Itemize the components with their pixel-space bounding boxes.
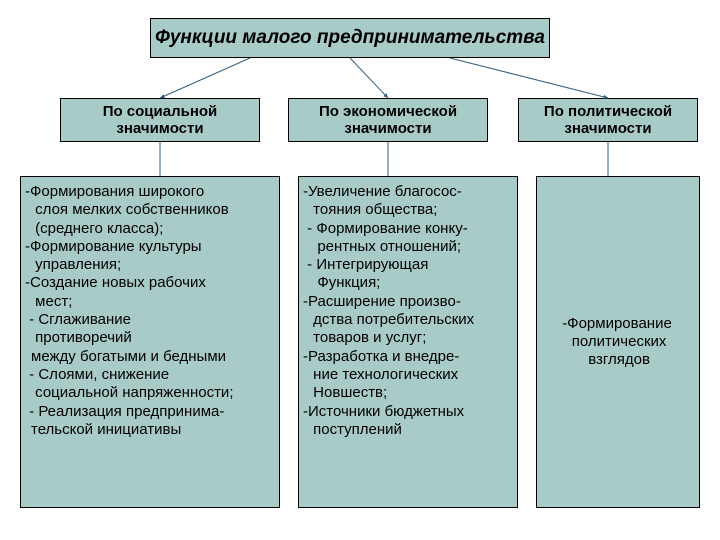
- detail-item: -Формирование политических взглядов: [562, 315, 672, 370]
- detail-item: - Сглаживание противоречий между богатым…: [25, 311, 273, 366]
- category-box-economic: По экономической значимости: [288, 98, 488, 142]
- diagram-title-text: Функции малого предпринимательства: [155, 27, 545, 49]
- category-label-economic: По экономической значимости: [319, 103, 457, 137]
- detail-item: - Реализация предпринима- тельской иници…: [25, 403, 273, 440]
- category-box-political: По политической значимости: [518, 98, 698, 142]
- detail-item: -Формирования широкого слоя мелких собст…: [25, 183, 273, 238]
- detail-item: -Создание новых рабочих мест;: [25, 274, 273, 311]
- detail-item: -Расширение произво- дства потребительск…: [303, 293, 511, 348]
- category-box-social: По социальной значимости: [60, 98, 260, 142]
- detail-list-social: -Формирования широкого слоя мелких собст…: [25, 183, 273, 439]
- detail-box-political: -Формирование политических взглядов: [536, 176, 700, 508]
- category-label-political: По политической значимости: [544, 103, 672, 137]
- detail-item: - Формирование конку- рентных отношений;: [303, 220, 511, 257]
- detail-list-economic: -Увеличение благосос- тояния общества; -…: [303, 183, 511, 439]
- diagram-title-box: Функции малого предпринимательства: [150, 18, 550, 58]
- detail-item: -Увеличение благосос- тояния общества;: [303, 183, 511, 220]
- detail-box-social: -Формирования широкого слоя мелких собст…: [20, 176, 280, 508]
- detail-list-political: -Формирование политических взглядов: [562, 315, 672, 370]
- detail-item: -Разработка и внедре- ние технологически…: [303, 348, 511, 403]
- detail-box-economic: -Увеличение благосос- тояния общества; -…: [298, 176, 518, 508]
- detail-item: - Слоями, снижение социальной напряженно…: [25, 366, 273, 403]
- category-label-social: По социальной значимости: [103, 103, 218, 137]
- detail-item: -Источники бюджетных поступлений: [303, 403, 511, 440]
- detail-item: - Интегрирующая Функция;: [303, 256, 511, 293]
- detail-item: -Формирование культуры управления;: [25, 238, 273, 275]
